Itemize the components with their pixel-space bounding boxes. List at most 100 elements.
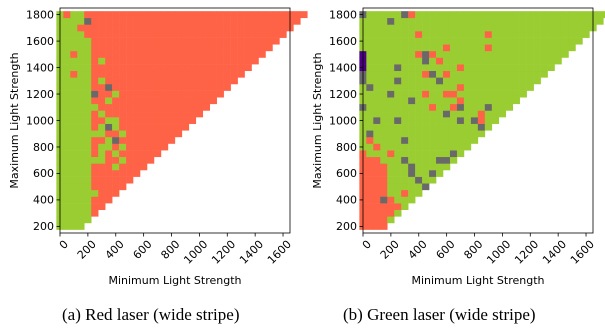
heatmap-cell — [449, 110, 458, 118]
heatmap-cell — [146, 83, 155, 91]
heatmap-cell — [174, 90, 183, 98]
heatmap-cell — [70, 11, 78, 19]
heatmap-cell — [456, 83, 465, 91]
heatmap-cell — [112, 77, 120, 85]
heatmap-cell — [429, 17, 437, 25]
heatmap-cell — [394, 31, 402, 38]
heatmap-cell — [91, 44, 99, 52]
heatmap-cell — [181, 37, 190, 45]
heatmap-cell — [112, 150, 120, 158]
heatmap-cell — [408, 77, 416, 85]
heatmap-cell — [133, 37, 141, 45]
heatmap-cell — [167, 117, 176, 124]
x-tick-label: 1200 — [209, 238, 238, 267]
heatmap-cell — [77, 103, 85, 111]
heatmap-cell — [202, 37, 210, 45]
heatmap-cell — [112, 97, 120, 105]
heatmap-cell — [105, 64, 113, 72]
heatmap-cell — [84, 189, 92, 197]
heatmap-cell — [463, 37, 472, 45]
heatmap-cell — [429, 123, 437, 131]
heatmap-cell — [77, 110, 85, 118]
heatmap-cell — [463, 136, 472, 144]
heatmap-cell — [126, 110, 134, 118]
heatmap-cell — [230, 64, 238, 72]
heatmap-cell — [63, 103, 71, 111]
heatmap-cell — [133, 143, 141, 151]
heatmap-cell — [568, 17, 576, 25]
heatmap-cell — [91, 70, 99, 78]
heatmap-cell — [63, 189, 71, 197]
heatmap-cell — [533, 37, 541, 45]
heatmap-cell — [133, 44, 141, 52]
heatmap-cell — [380, 123, 388, 131]
heatmap-cell — [70, 216, 78, 224]
heatmap-cell — [300, 11, 308, 19]
heatmap-cell — [265, 11, 273, 19]
heatmap-cell — [415, 11, 423, 19]
heatmap-cell — [415, 57, 423, 65]
heatmap-cell — [380, 24, 388, 32]
heatmap-cell — [98, 24, 106, 32]
heatmap-cell — [436, 103, 444, 111]
heatmap-cell — [582, 17, 590, 25]
heatmap-cell — [244, 64, 252, 72]
heatmap-cell — [70, 70, 78, 78]
heatmap-cell — [133, 17, 141, 25]
heatmap-cell — [237, 44, 245, 52]
heatmap-cell — [119, 130, 127, 138]
heatmap-cell — [456, 11, 465, 19]
heatmap-cell — [449, 50, 458, 58]
heatmap-cell — [188, 83, 197, 91]
heatmap-cell — [133, 110, 141, 118]
heatmap-cell — [484, 31, 493, 38]
heatmap-cell — [470, 83, 479, 91]
heatmap-cell — [126, 163, 134, 171]
heatmap-cell — [195, 110, 204, 118]
heatmap-cell — [258, 37, 266, 45]
heatmap-cell — [119, 156, 127, 164]
heatmap-cell — [216, 50, 224, 58]
heatmap-cell — [140, 97, 148, 105]
heatmap-cell — [422, 110, 430, 118]
heatmap-cell — [401, 196, 409, 204]
heatmap-cell — [429, 37, 437, 45]
heatmap-cell — [519, 17, 527, 25]
heatmap-cell — [140, 50, 148, 58]
heatmap-cell — [456, 90, 465, 98]
heatmap-cell — [526, 44, 534, 52]
heatmap-cell — [470, 50, 479, 58]
x-tick-label: 400 — [406, 238, 430, 262]
heatmap-cell — [394, 130, 402, 138]
heatmap-cell — [408, 44, 416, 52]
heatmap-cell — [98, 17, 106, 25]
heatmap-cell — [216, 57, 224, 65]
heatmap-cell — [429, 77, 437, 85]
heatmap-cell — [112, 123, 120, 131]
heatmap-cell — [512, 70, 520, 78]
heatmap-cell — [140, 31, 148, 38]
heatmap-cell — [98, 143, 106, 151]
heatmap-cell — [209, 83, 217, 91]
heatmap-cell — [202, 77, 210, 85]
heatmap-cell — [63, 136, 71, 144]
heatmap-cell — [195, 17, 204, 25]
heatmap-cell — [456, 123, 465, 131]
heatmap-cell — [63, 222, 71, 230]
heatmap-cell — [146, 70, 155, 78]
heatmap-cell — [429, 176, 437, 184]
heatmap-cell — [105, 37, 113, 45]
heatmap-cell — [449, 11, 458, 19]
heatmap-cell — [181, 123, 190, 131]
heatmap-cell — [387, 37, 395, 45]
heatmap-cell — [498, 37, 507, 45]
heatmap-cell — [422, 130, 430, 138]
heatmap-cell — [63, 44, 71, 52]
heatmap-cell — [119, 163, 127, 171]
heatmap-cell — [401, 64, 409, 72]
heatmap-cell — [98, 64, 106, 72]
heatmap-cell — [443, 123, 451, 131]
heatmap-cell — [84, 117, 92, 124]
heatmap-cell — [146, 123, 155, 131]
heatmap-cell — [230, 17, 238, 25]
